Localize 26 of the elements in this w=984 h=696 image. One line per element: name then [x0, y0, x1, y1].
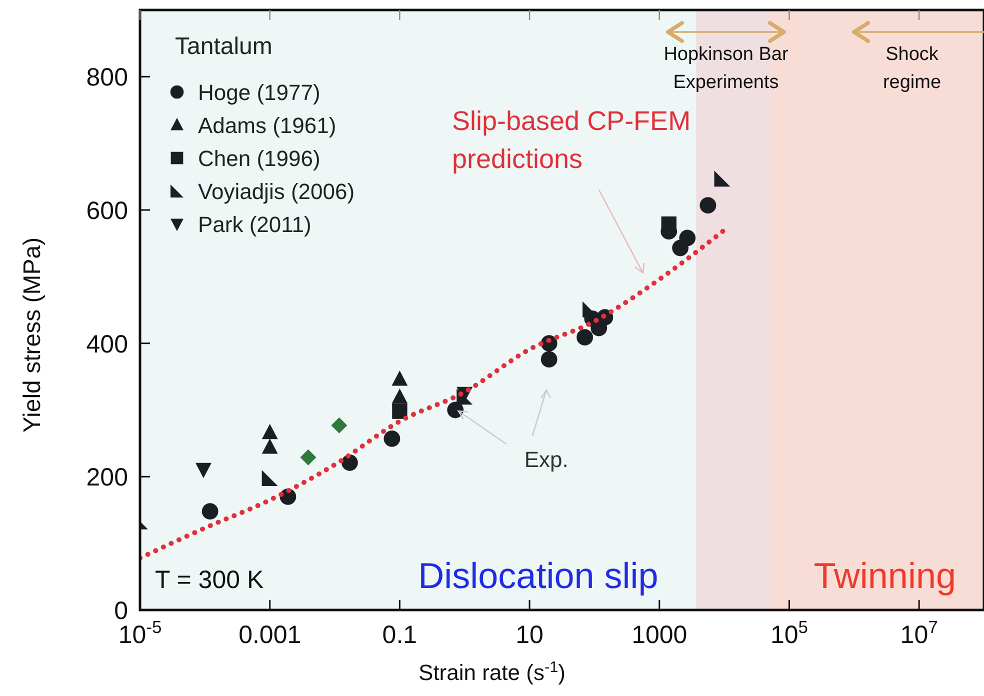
annotation: Exp. — [524, 447, 568, 472]
y-tick-label: 400 — [86, 330, 128, 358]
y-tick-label: 200 — [86, 464, 128, 492]
y-tick-label: 800 — [86, 64, 128, 92]
x-tick-label: 0.001 — [238, 621, 302, 649]
legend-label: Hoge (1977) — [198, 80, 320, 105]
x-tick-label: 10 — [516, 621, 544, 649]
x-tick-label: 1000 — [632, 621, 688, 649]
y-tick-label: 600 — [86, 197, 128, 225]
annotation: Hopkinson Bar Experiments — [664, 44, 789, 93]
x-tick-label: 10$^{5}$ — [770, 617, 808, 649]
x-tick-label: 10$^{7}$ — [900, 617, 938, 649]
legend-label: Park (2011) — [198, 212, 312, 237]
band-label: Twinning — [814, 555, 956, 596]
legend-label: Chen (1996) — [198, 146, 320, 171]
text: Slip-based CP-FEM predictions — [452, 106, 691, 174]
y-axis-title: Yield stress (MPa) — [19, 237, 46, 433]
annotation: Shock regime — [882, 44, 942, 93]
annotation: T = 300 K — [155, 566, 264, 594]
band-label: Dislocation slip — [418, 555, 658, 596]
y-tick-label: 0 — [114, 597, 128, 625]
legend-label: Voyiadjis (2006) — [198, 179, 355, 204]
x-tick-label: 0.1 — [382, 621, 418, 649]
legend-label: Adams (1961) — [198, 113, 336, 138]
legend-title: Tantalum — [175, 33, 272, 60]
x-axis-title: Strain rate (s$^{-1}$) — [418, 658, 566, 685]
